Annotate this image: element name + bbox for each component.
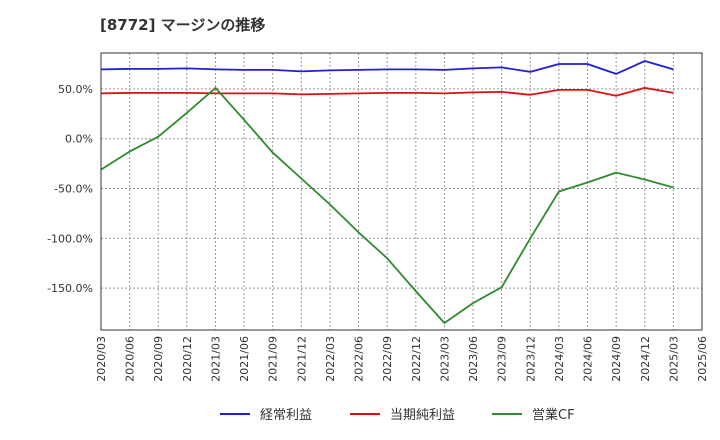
x-tick-label: 2023/12 xyxy=(524,336,537,382)
legend-label: 営業CF xyxy=(532,407,575,423)
series-line-当期純利益 xyxy=(100,87,674,97)
x-tick-label: 2021/06 xyxy=(238,336,251,382)
x-tick-label: 2021/09 xyxy=(267,336,280,382)
y-tick-label: -50.0% xyxy=(54,183,93,196)
x-tick-label: 2025/03 xyxy=(667,336,680,382)
x-axis: 2020/03 2020/06 2020/09 2020/12 2021/03 2021/… xyxy=(95,336,709,382)
x-tick-label: 2024/06 xyxy=(582,336,595,382)
series-line-営業CF xyxy=(100,87,674,324)
x-tick-label: 2020/09 xyxy=(152,336,165,382)
legend-label: 当期純利益 xyxy=(390,408,455,423)
grid-layer xyxy=(100,53,703,330)
legend-label: 経常利益 xyxy=(260,408,312,423)
x-tick-label: 2020/03 xyxy=(95,336,108,382)
x-tick-label: 2022/06 xyxy=(353,336,366,382)
x-tick-label: 2023/09 xyxy=(496,336,509,382)
x-tick-label: 2020/12 xyxy=(181,336,194,382)
series-line-経常利益 xyxy=(100,60,674,75)
x-tick-label: 2021/03 xyxy=(209,336,222,382)
x-tick-label: 2021/12 xyxy=(295,336,308,382)
series-layer xyxy=(100,60,674,324)
x-tick-label: 2025/06 xyxy=(696,336,709,382)
y-tick-label: -100.0% xyxy=(47,232,93,245)
x-tick-label: 2022/03 xyxy=(324,336,337,382)
x-tick-label: 2024/12 xyxy=(639,336,652,382)
chart-title: [8772] マージンの推移 xyxy=(100,16,266,34)
x-tick-label: 2023/06 xyxy=(467,336,480,382)
y-tick-label: 50.0% xyxy=(58,83,93,96)
x-tick-label: 2022/09 xyxy=(381,336,394,382)
x-tick-label: 2023/03 xyxy=(438,336,451,382)
plot-frame xyxy=(100,52,703,331)
legend: 経常利益 当期純利益 営業CF xyxy=(220,407,575,423)
x-tick-label: 2022/12 xyxy=(410,336,423,382)
y-axis: 50.0% 0.0% -50.0% -100.0% -150.0% xyxy=(47,83,93,295)
x-tick-label: 2020/06 xyxy=(124,336,137,382)
y-tick-label: -150.0% xyxy=(47,282,93,295)
x-tick-label: 2024/03 xyxy=(553,336,566,382)
y-tick-label: 0.0% xyxy=(65,133,93,146)
x-tick-label: 2024/09 xyxy=(610,336,623,382)
